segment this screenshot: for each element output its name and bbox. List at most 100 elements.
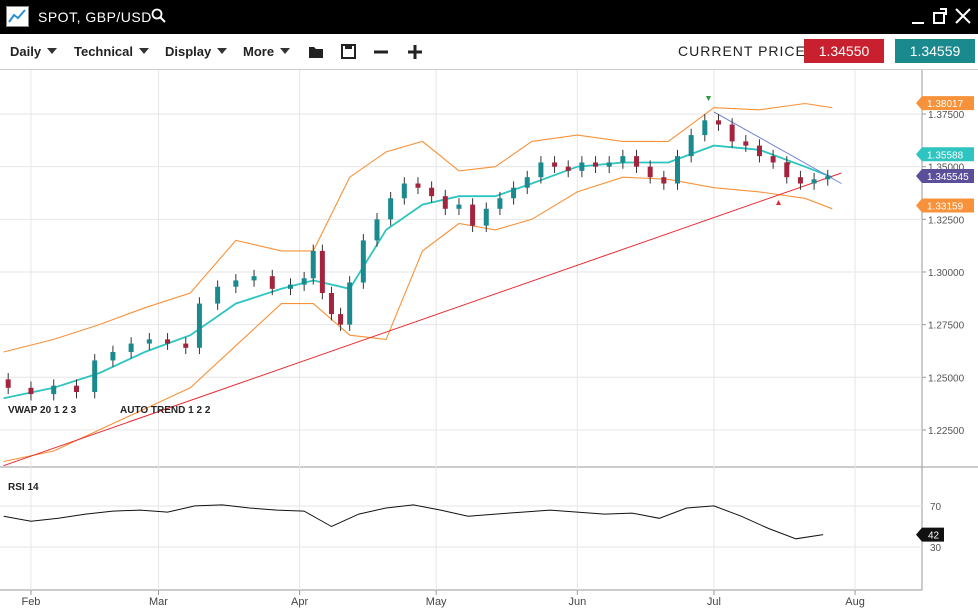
candle-body xyxy=(784,162,790,178)
candle-body xyxy=(92,360,98,393)
x-tick-label: Jul xyxy=(707,596,721,608)
candle-body xyxy=(756,145,762,157)
signal-marker xyxy=(776,200,781,205)
y-tick-label: 30 xyxy=(930,543,942,554)
candle-body xyxy=(565,166,571,171)
band-upper xyxy=(3,102,833,353)
candle-body xyxy=(634,156,640,167)
price-tag-label: 1.35588 xyxy=(927,150,964,161)
candle-body xyxy=(620,156,626,163)
candle-body xyxy=(538,162,544,178)
candle-body xyxy=(661,177,667,184)
y-tick-label: 1.22500 xyxy=(928,426,965,437)
price-tag-label: 1.345545 xyxy=(927,172,969,183)
bid-price[interactable]: 1.34550 xyxy=(804,39,884,63)
chart-area: Feb Mar Apr May Jun Jul Aug 1.37500 1.35000 1.325… xyxy=(0,70,978,608)
y-tick-label: 1.30000 xyxy=(928,268,965,279)
candle-body xyxy=(73,385,79,393)
indicator-label: AUTO TREND 1 2 2 xyxy=(120,405,211,416)
trend-line xyxy=(3,172,842,467)
candle-body xyxy=(483,208,489,226)
menu-more[interactable]: More xyxy=(243,44,290,59)
candle-body xyxy=(347,282,353,325)
candle-body xyxy=(165,339,171,344)
y-tick-label: 1.35000 xyxy=(928,163,965,174)
price-tag xyxy=(916,198,974,213)
y-tick-label: 1.37500 xyxy=(928,110,965,121)
candle-body xyxy=(269,276,275,289)
candle-body xyxy=(715,120,721,125)
toolbar: Daily Technical Display More CURRENT PRI… xyxy=(0,34,978,70)
candle-body xyxy=(51,385,57,395)
candle-body xyxy=(5,379,11,388)
price-tag xyxy=(916,147,974,162)
menu-daily[interactable]: Daily xyxy=(10,44,57,59)
candle-body xyxy=(287,284,293,289)
x-tick-label: Jun xyxy=(568,596,586,608)
candle-body xyxy=(593,162,599,167)
plot xyxy=(3,102,842,540)
indicator-label: RSI 14 xyxy=(8,482,39,493)
band-middle xyxy=(3,144,833,400)
ask-price[interactable]: 1.34559 xyxy=(895,39,975,63)
y-tick-label: 1.25000 xyxy=(928,373,965,384)
candle-body xyxy=(388,198,394,220)
x-tick-label: May xyxy=(426,596,447,608)
window-title: SPOT, GBP/USD xyxy=(38,9,152,25)
candle-body xyxy=(338,314,344,325)
trend-line xyxy=(713,111,842,184)
candle-body xyxy=(442,196,448,209)
y-tick-label: 1.27500 xyxy=(928,321,965,332)
x-tick-label: Mar xyxy=(149,596,168,608)
price-tag xyxy=(916,169,974,184)
rsi-line xyxy=(3,504,824,540)
candle-body xyxy=(183,343,189,348)
candle-body xyxy=(28,387,34,395)
candle-body xyxy=(511,187,517,199)
menu-display[interactable]: Display xyxy=(165,44,227,59)
rsi-tag xyxy=(916,527,944,542)
candle-body xyxy=(825,176,831,180)
candle-body xyxy=(579,162,585,171)
candle-body xyxy=(470,204,476,226)
x-tick-label: Apr xyxy=(291,596,308,608)
candle-body xyxy=(196,303,202,348)
candle-body xyxy=(647,166,653,178)
candle-body xyxy=(497,198,503,209)
candle-body xyxy=(524,177,530,188)
grid xyxy=(0,70,926,595)
price-tag-label: 1.33159 xyxy=(927,201,964,212)
candle-body xyxy=(729,124,735,142)
candle-body xyxy=(743,141,749,146)
menu-technical[interactable]: Technical xyxy=(74,44,149,59)
price-tag xyxy=(916,96,974,111)
candle-body xyxy=(360,240,366,283)
candle-body xyxy=(456,204,462,209)
candle-body xyxy=(674,156,680,184)
candle-body xyxy=(374,219,380,241)
y-tick-label: 1.32500 xyxy=(928,215,965,226)
price-tag-label: 1.38017 xyxy=(927,99,964,110)
indicator-label: VWAP 20 1 2 3 xyxy=(8,405,77,416)
candle-body xyxy=(552,162,558,167)
x-tick-label: Feb xyxy=(21,596,40,608)
candle-body xyxy=(328,293,334,315)
candle-body xyxy=(110,352,116,361)
app-icon xyxy=(6,6,29,27)
candle-body xyxy=(797,177,803,184)
candle-body xyxy=(251,276,257,281)
search-icon[interactable] xyxy=(151,8,167,24)
candle-body xyxy=(215,286,221,304)
current-price-label: CURRENT PRICE: xyxy=(678,43,811,59)
candle-body xyxy=(702,120,708,136)
band-lower xyxy=(3,176,833,463)
candle-body xyxy=(301,278,307,285)
tool-icons[interactable] xyxy=(306,42,436,62)
window-controls[interactable] xyxy=(908,7,978,27)
candle-body xyxy=(811,179,817,184)
rsi-tag-label: 42 xyxy=(928,531,940,542)
candle-body xyxy=(128,343,134,353)
x-tick-label: Aug xyxy=(845,596,865,608)
candle-body xyxy=(233,280,239,287)
